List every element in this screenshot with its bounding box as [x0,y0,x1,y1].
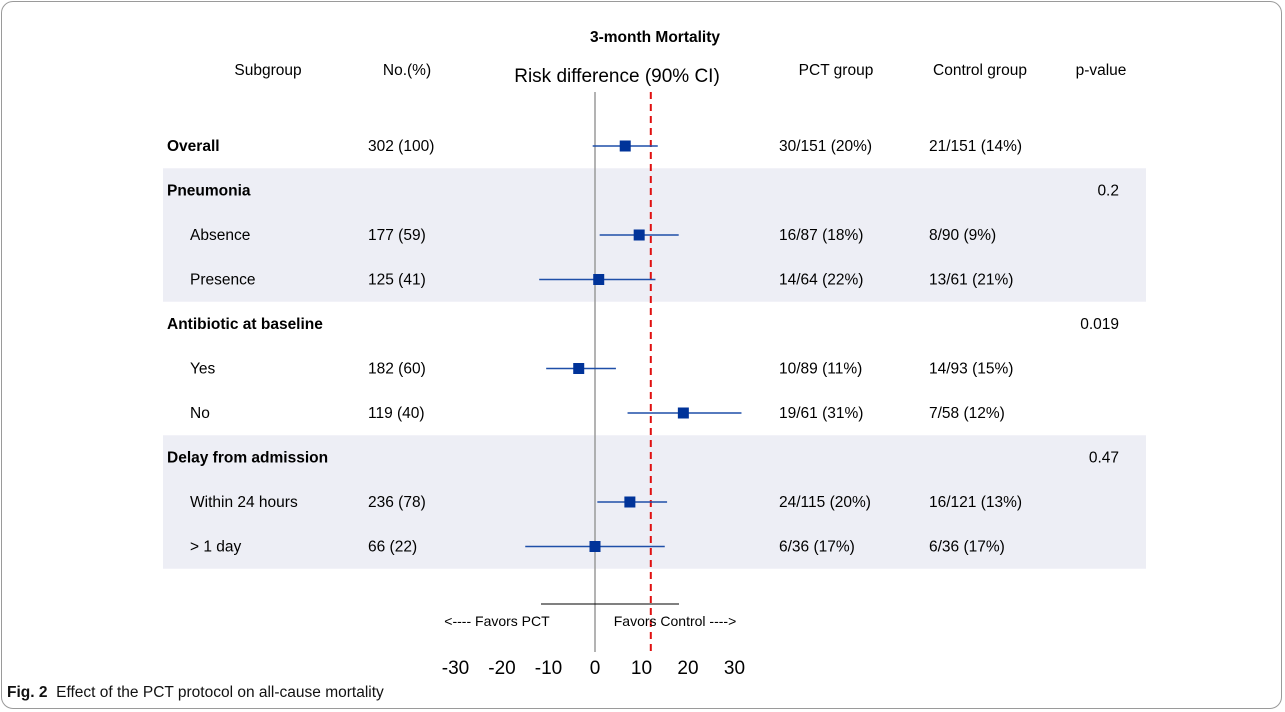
control-group-value: 7/58 (12%) [929,405,1005,422]
x-tick-label: 20 [677,658,698,679]
control-group-value: 14/93 (15%) [929,361,1013,378]
pct-group-value: 30/151 (20%) [779,138,872,155]
subgroup-label: > 1 day [190,539,242,556]
control-group-value: 6/36 (17%) [929,539,1005,556]
pct-group-value: 10/89 (11%) [779,361,862,378]
subgroup-label: No [190,405,210,422]
pct-group-value: 19/61 (31%) [779,405,863,422]
header-subgroup: Subgroup [234,62,301,79]
n-percent-value: 177 (59) [368,227,426,244]
caption-label: Fig. 2 [7,684,48,701]
point-estimate-marker [593,274,605,285]
p-value: 0.019 [1080,316,1119,333]
control-group-value: 21/151 (14%) [929,138,1022,155]
pct-group-value: 14/64 (22%) [779,272,863,289]
point-estimate-marker [589,541,601,552]
pct-group-value: 24/115 (20%) [779,494,871,511]
subgroup-header-label: Overall [167,138,220,155]
n-percent-value: 182 (60) [368,361,426,378]
subgroup-header-label: Antibiotic at baseline [167,316,323,333]
subgroup-label: Yes [190,361,216,378]
subgroup-label: Absence [190,227,250,244]
point-estimate-marker [619,140,631,152]
pct-group-value: 16/87 (18%) [779,227,863,244]
figure-caption: Fig. 2 Effect of the PCT protocol on all… [7,684,384,702]
x-tick-label: -30 [442,658,469,679]
point-estimate-marker [573,363,585,374]
x-tick-label: -20 [488,658,515,679]
x-axis-ticks: -30 -20 -10 0 10 20 30 [442,658,745,679]
n-percent-value: 66 (22) [368,539,417,556]
chart-title: 3-month Mortality [590,29,720,46]
subgroup-label: Within 24 hours [190,494,298,511]
n-percent-value: 236 (78) [368,494,426,511]
axis-lines [594,92,652,652]
subgroup-header-label: Pneumonia [167,183,251,200]
favors-control-label: Favors Control ----> [614,613,737,629]
control-group-value: 13/61 (21%) [929,272,1013,289]
control-group-value: 16/121 (13%) [929,494,1022,511]
header-p-value: p-value [1076,62,1127,79]
p-value: 0.47 [1089,450,1119,467]
subgroup-label: Presence [190,272,255,289]
subgroup-header-label: Delay from admission [167,450,328,467]
ci-marks [525,140,742,552]
header-control-group: Control group [933,62,1027,79]
n-percent-value: 302 (100) [368,138,434,155]
x-tick-label: 10 [631,658,652,679]
axis-title: Risk difference (90% CI) [514,66,720,87]
caption-text: Effect of the PCT protocol on all-cause … [56,684,384,701]
p-value: 0.2 [1097,183,1119,200]
n-percent-value: 125 (41) [368,272,426,289]
x-tick-label: 30 [724,658,745,679]
header-n: No.(%) [383,62,431,79]
point-estimate-marker [633,229,645,241]
pct-group-value: 6/36 (17%) [779,539,855,556]
x-tick-label: 0 [590,658,601,679]
table-rows: Overall 302 (100) 30/151 (20%) 21/151 (14%)… [167,138,1119,556]
n-percent-value: 119 (40) [368,405,425,422]
point-estimate-marker [677,407,689,419]
favors-pct-label: <---- Favors PCT [444,613,550,629]
control-group-value: 8/90 (9%) [929,227,996,244]
x-tick-label: -10 [535,658,562,679]
header-pct-group: PCT group [799,62,874,79]
point-estimate-marker [624,496,636,508]
